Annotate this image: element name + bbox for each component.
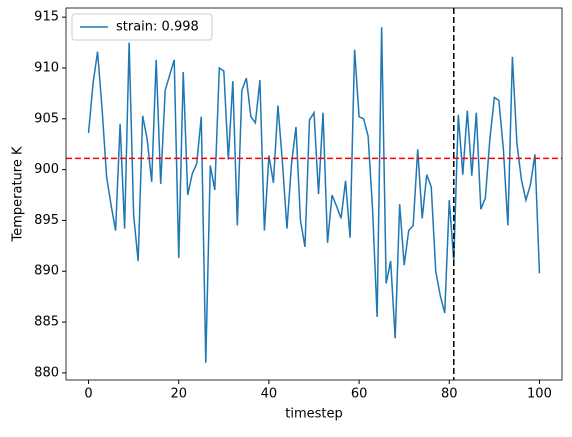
y-tick-label: 900 (34, 162, 59, 177)
x-tick-label: 0 (84, 387, 92, 402)
y-tick-label: 885 (34, 315, 59, 330)
y-axis-label: Temperature K (11, 146, 26, 242)
x-tick-label: 100 (527, 387, 552, 402)
legend-label: strain: 0.998 (116, 20, 199, 35)
legend-box (71, 13, 213, 41)
y-tick-label: 915 (34, 10, 59, 25)
x-tick-label: 40 (261, 387, 278, 402)
x-axis-label: timestep (285, 407, 343, 422)
x-tick-label: 60 (351, 387, 368, 402)
y-tick-label: 880 (34, 365, 59, 380)
x-tick-label: 80 (441, 387, 458, 402)
y-tick-label: 895 (34, 213, 59, 228)
y-tick-label: 905 (34, 111, 59, 126)
x-tick-label: 20 (170, 387, 187, 402)
data-line (87, 27, 541, 363)
y-tick-label: 890 (34, 264, 59, 279)
y-tick-label: 910 (34, 60, 59, 75)
plot-frame (65, 7, 563, 381)
